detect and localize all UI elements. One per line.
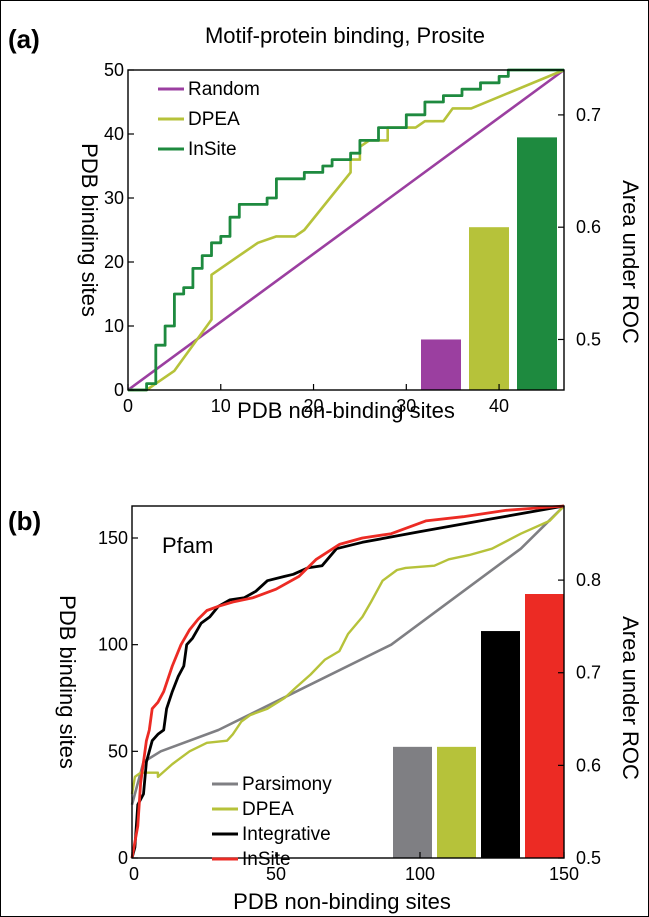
legend-entry: DPEA [242,799,294,820]
legend-entry: InSite [188,139,237,160]
roc-bar-dpea [469,227,509,390]
roc-bar-integrative [481,631,520,858]
y-tick-label: 0 [114,380,124,400]
x-tick-label: 100 [405,864,435,884]
y-tick-label: 0 [118,848,128,868]
series-line-insite [128,68,564,392]
roc-bar-parsimony [393,746,432,858]
legend-entry: InSite [242,849,291,870]
panel-b-bars [393,594,564,858]
panel-a-legend: Random DPEA InSite [158,79,260,160]
panel-b: (b) Pfam 0 50 100 1500501001500.50.60.70.8 … [8,504,643,914]
x-tick-label: 40 [489,396,509,416]
y2-tick-label: 0.8 [576,570,601,590]
y-tick-label: 10 [104,316,124,336]
legend-entry: DPEA [188,109,240,130]
panel-a-lines [127,68,565,392]
panel-b-y2label: Area under ROC [618,616,643,780]
panel-b-lines [130,504,565,859]
y2-tick-label: 0.7 [576,105,601,125]
panel-b-legend: Parsimony DPEA Integrative InSite [212,774,332,870]
panel-b-title: Pfam [162,533,213,558]
y2-tick-label: 0.5 [576,848,601,868]
panel-b-label: (b) [8,506,41,536]
panel-b-ylabel: PDB binding sites [55,595,80,769]
panel-b-xlabel: PDB non-binding sites [233,889,451,914]
panel-a-ticks: 0 10 20 30 40 0 10 20 30 40 50 0.5 0.6 0.7 [104,60,601,416]
y-tick-label: 100 [98,635,128,655]
y2-tick-label: 0.7 [576,663,601,683]
series-line-integrative [130,504,565,859]
roc-bar-insite [525,594,564,858]
y-tick-label: 50 [108,741,128,761]
y2-tick-label: 0.5 [576,329,601,349]
x-tick-label: 50 [266,864,286,884]
y-tick-label: 20 [104,252,124,272]
legend-entry: Random [188,79,260,100]
legend-entry: Parsimony [242,774,332,795]
y-tick-label: 50 [104,60,124,80]
panel-a-axes-box [127,69,565,391]
series-line-dpea [128,68,565,392]
y-tick-label: 40 [104,124,124,144]
roc-bar-insite [517,137,557,390]
panel-b-axes-box [131,505,565,859]
x-tick-label: 20 [304,396,324,416]
panel-a-title: Motif-protein binding, Prosite [205,23,485,48]
x-tick-label: 30 [396,396,416,416]
x-tick-label: 10 [211,396,231,416]
legend-entry: Integrative [242,824,331,845]
series-line-insite [130,504,565,859]
x-tick-label: 0 [123,396,133,416]
series-line-dpea [130,505,565,795]
panel-a-label: (a) [8,24,40,54]
panel-a-bars [421,137,557,390]
panel-a-xlabel: PDB non-binding sites [237,398,455,423]
y2-tick-label: 0.6 [576,217,601,237]
panel-a-ylabel: PDB binding sites [77,143,102,317]
series-line-parsimony [130,505,565,806]
panel-a: (a) Motif-protein binding, Prosite 0 10 20… [8,23,643,423]
panel-a-y2label: Area under ROC [618,180,643,344]
y-tick-label: 150 [98,528,128,548]
x-tick-label: 150 [549,864,579,884]
roc-bar-dpea [437,746,476,858]
roc-bar-random [421,339,461,390]
y2-tick-label: 0.6 [576,755,601,775]
x-tick-label: 0 [129,864,139,884]
y-tick-label: 30 [104,188,124,208]
